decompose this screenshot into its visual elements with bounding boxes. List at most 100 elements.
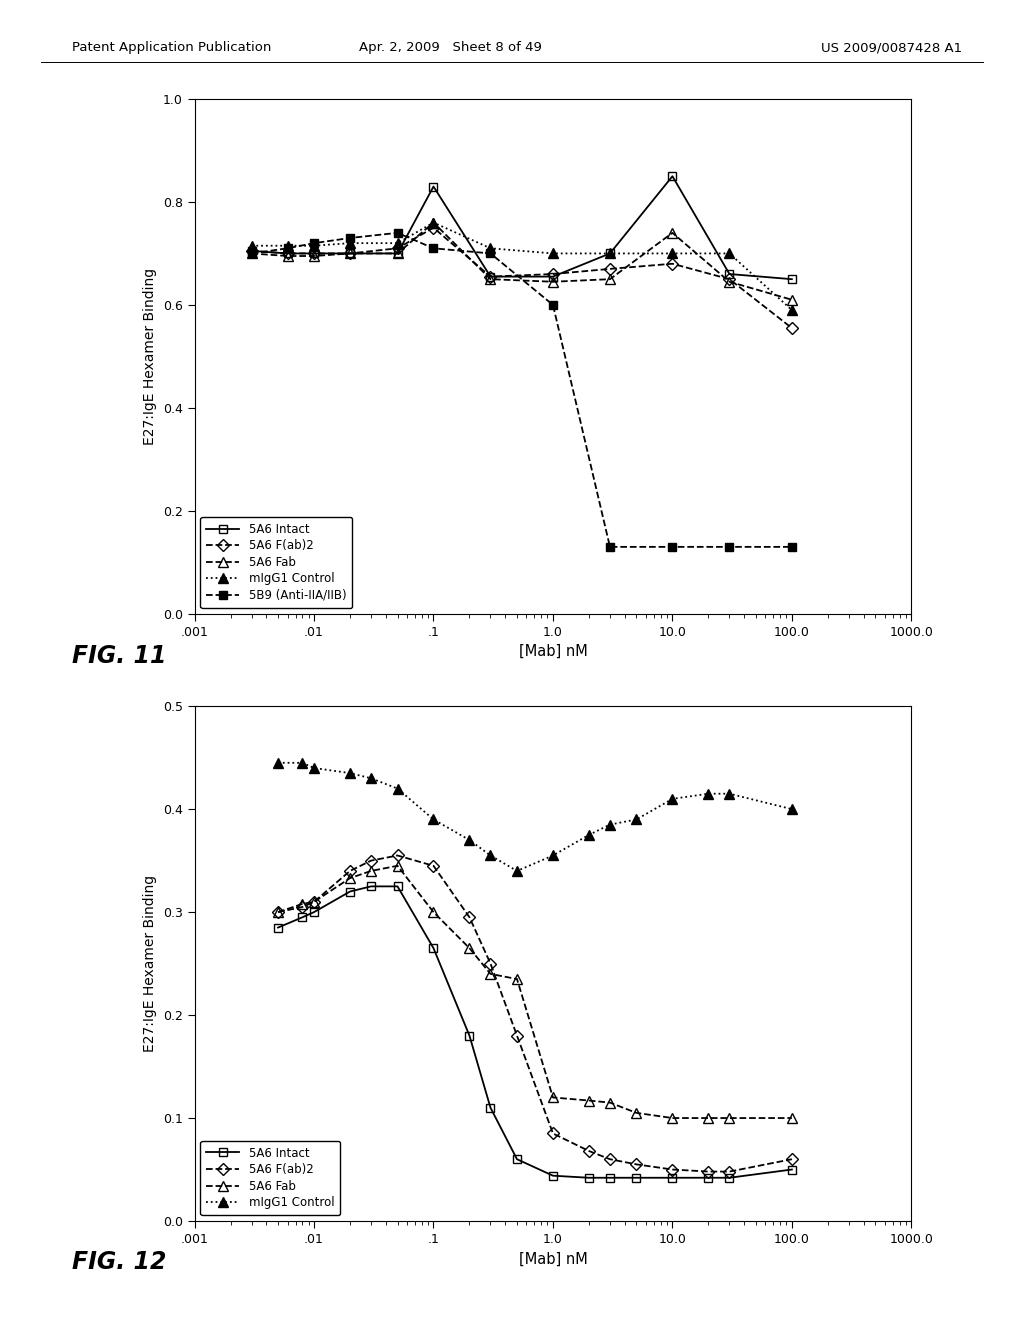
5B9 (Anti-IIA/IIB) [308, 235, 321, 251]
5A6 Intact [272, 920, 285, 936]
5A6 F(ab)2 [604, 261, 616, 277]
mIgG1 Control [308, 238, 321, 253]
5A6 Intact [365, 879, 377, 895]
5B9 (Anti-IIA/IIB) [427, 240, 439, 256]
Line: 5B9 (Anti-IIA/IIB): 5B9 (Anti-IIA/IIB) [248, 228, 796, 550]
5A6 Intact [484, 269, 497, 285]
5A6 Fab [427, 904, 439, 920]
5A6 F(ab)2 [702, 1164, 715, 1180]
5A6 Fab [484, 271, 497, 286]
mIgG1 Control [723, 246, 735, 261]
5A6 Intact [484, 1100, 497, 1115]
Line: 5A6 Fab: 5A6 Fab [247, 218, 797, 305]
Y-axis label: E27:IgE Hexamer Binding: E27:IgE Hexamer Binding [143, 268, 158, 445]
Text: FIG. 12: FIG. 12 [72, 1250, 166, 1274]
5A6 F(ab)2 [246, 243, 258, 259]
5B9 (Anti-IIA/IIB) [667, 539, 679, 554]
5A6 Intact [391, 879, 403, 895]
5A6 Intact [547, 269, 559, 285]
5A6 F(ab)2 [484, 956, 497, 972]
mIgG1 Control [723, 785, 735, 801]
5B9 (Anti-IIA/IIB) [604, 539, 616, 554]
5A6 F(ab)2 [391, 240, 403, 256]
5A6 Intact [344, 246, 356, 261]
5A6 F(ab)2 [785, 1151, 798, 1167]
5A6 Fab [511, 972, 523, 987]
mIgG1 Control [272, 755, 285, 771]
Y-axis label: E27:IgE Hexamer Binding: E27:IgE Hexamer Binding [143, 875, 158, 1052]
Line: mIgG1 Control: mIgG1 Control [273, 758, 797, 875]
mIgG1 Control [785, 801, 798, 817]
mIgG1 Control [344, 766, 356, 781]
5B9 (Anti-IIA/IIB) [344, 230, 356, 246]
mIgG1 Control [391, 235, 403, 251]
mIgG1 Control [484, 240, 497, 256]
5B9 (Anti-IIA/IIB) [547, 297, 559, 313]
5A6 Fab [344, 870, 356, 886]
5A6 Fab [583, 1093, 595, 1109]
Text: FIG. 11: FIG. 11 [72, 644, 166, 668]
5A6 F(ab)2 [583, 1143, 595, 1159]
5A6 Intact [308, 246, 321, 261]
mIgG1 Control [604, 246, 616, 261]
5A6 F(ab)2 [308, 246, 321, 261]
5A6 Fab [391, 858, 403, 874]
X-axis label: [Mab] nM: [Mab] nM [518, 1251, 588, 1266]
mIgG1 Control [583, 826, 595, 843]
5A6 F(ab)2 [427, 858, 439, 874]
5B9 (Anti-IIA/IIB) [282, 240, 294, 256]
mIgG1 Control [631, 812, 643, 828]
mIgG1 Control [667, 246, 679, 261]
5A6 Intact [702, 1170, 715, 1185]
Legend: 5A6 Intact, 5A6 F(ab)2, 5A6 Fab, mIgG1 Control, 5B9 (Anti-IIA/IIB): 5A6 Intact, 5A6 F(ab)2, 5A6 Fab, mIgG1 C… [201, 517, 352, 609]
5A6 Fab [296, 896, 308, 912]
5B9 (Anti-IIA/IIB) [723, 539, 735, 554]
5A6 Intact [296, 909, 308, 925]
5A6 Fab [785, 1110, 798, 1126]
mIgG1 Control [427, 215, 439, 231]
mIgG1 Control [427, 812, 439, 828]
5A6 Intact [667, 169, 679, 185]
mIgG1 Control [484, 847, 497, 863]
mIgG1 Control [246, 238, 258, 253]
5A6 F(ab)2 [484, 269, 497, 285]
5A6 F(ab)2 [272, 904, 285, 920]
5A6 Fab [723, 273, 735, 289]
5A6 Fab [604, 271, 616, 286]
mIgG1 Control [365, 771, 377, 787]
5A6 Intact [604, 1170, 616, 1185]
5A6 Intact [282, 246, 294, 261]
mIgG1 Control [547, 246, 559, 261]
5B9 (Anti-IIA/IIB) [484, 246, 497, 261]
5A6 Intact [723, 1170, 735, 1185]
5A6 Intact [583, 1170, 595, 1185]
5A6 F(ab)2 [785, 321, 798, 337]
5A6 Intact [463, 1028, 475, 1044]
5A6 Fab [282, 248, 294, 264]
5A6 Fab [427, 215, 439, 231]
Text: Patent Application Publication: Patent Application Publication [72, 41, 271, 54]
5A6 Fab [547, 273, 559, 289]
5A6 Fab [723, 1110, 735, 1126]
mIgG1 Control [604, 817, 616, 833]
mIgG1 Control [296, 755, 308, 771]
5A6 Fab [308, 248, 321, 264]
5A6 F(ab)2 [308, 894, 321, 909]
mIgG1 Control [702, 785, 715, 801]
5A6 F(ab)2 [723, 271, 735, 286]
5A6 F(ab)2 [296, 899, 308, 915]
5A6 Intact [547, 1168, 559, 1184]
5A6 Intact [785, 1162, 798, 1177]
5A6 F(ab)2 [547, 267, 559, 282]
5A6 Fab [484, 966, 497, 982]
5A6 Intact [511, 1151, 523, 1167]
mIgG1 Control [511, 863, 523, 879]
5A6 Intact [631, 1170, 643, 1185]
Legend: 5A6 Intact, 5A6 F(ab)2, 5A6 Fab, mIgG1 Control: 5A6 Intact, 5A6 F(ab)2, 5A6 Fab, mIgG1 C… [201, 1140, 340, 1216]
5A6 Fab [463, 940, 475, 956]
5A6 F(ab)2 [463, 909, 475, 925]
5A6 F(ab)2 [391, 847, 403, 863]
5A6 F(ab)2 [547, 1126, 559, 1142]
5A6 Fab [785, 292, 798, 308]
Line: 5A6 Intact: 5A6 Intact [248, 172, 796, 284]
